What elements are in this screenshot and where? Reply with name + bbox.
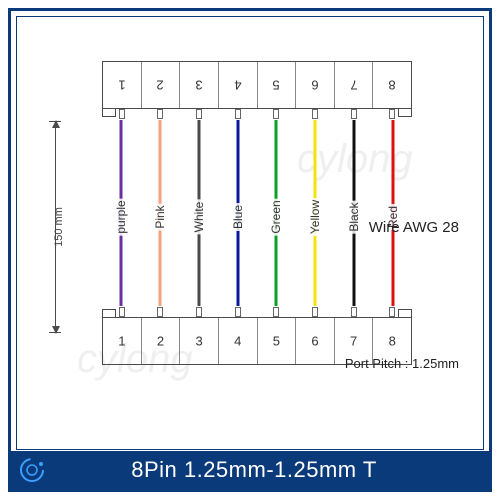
footer-title: 8Pin 1.25mm-1.25mm T [49, 457, 489, 483]
pin-slot: 6 [296, 62, 335, 108]
pin-contact [196, 109, 202, 119]
pin-slot: 1 [103, 62, 142, 108]
pin-contact [312, 307, 318, 317]
pin-number: 2 [157, 78, 164, 93]
port-pitch-label: Port Pitch : 1.25mm [345, 356, 459, 371]
wire: White [180, 120, 219, 306]
pin-slot: 2 [142, 318, 181, 364]
pin-contact [312, 109, 318, 119]
brand-logo-icon [15, 453, 49, 487]
pin-contact [235, 109, 241, 119]
wire: Blue [218, 120, 257, 306]
pin-slot: 7 [335, 62, 374, 108]
pin-slot: 1 [103, 318, 142, 364]
pin-contact [389, 109, 395, 119]
pin-contact [351, 307, 357, 317]
pin-number: 6 [311, 334, 318, 349]
pin-number: 1 [118, 334, 125, 349]
pin-number: 3 [195, 78, 202, 93]
wire-gauge-label: Wire AWG 28 [369, 219, 459, 236]
pin-number: 8 [389, 78, 396, 93]
pin-slot: 4 [219, 318, 258, 364]
pin-contact [157, 307, 163, 317]
pin-contact [119, 307, 125, 317]
wire: Yellow [296, 120, 335, 306]
pin-number: 5 [273, 78, 280, 93]
wire: Red [373, 120, 412, 306]
wire: purple [102, 120, 141, 306]
pin-slot: 3 [180, 318, 219, 364]
footer-bar: 8Pin 1.25mm-1.25mm T [11, 451, 489, 489]
pin-contact [235, 307, 241, 317]
wire-color-label: purple [114, 198, 128, 235]
pin-contact [351, 109, 357, 119]
pin-slot: 3 [180, 62, 219, 108]
wire: Black [335, 120, 374, 306]
pin-number: 4 [234, 78, 241, 93]
pin-number: 1 [118, 78, 125, 93]
wire: Green [257, 120, 296, 306]
pin-contact [273, 109, 279, 119]
wire-color-label: White [192, 199, 206, 234]
wire-color-label: Green [269, 198, 283, 235]
pin-number: 7 [350, 334, 357, 349]
pin-number: 2 [157, 334, 164, 349]
wire: Pink [141, 120, 180, 306]
pin-contact [157, 109, 163, 119]
diagram-area: 1 2 3 4 5 6 7 8 purple Pink White Blue Green Yellow B… [72, 39, 461, 393]
length-dimension: 150 mm [45, 121, 65, 333]
pin-contact [196, 307, 202, 317]
wire-color-label: Pink [153, 203, 167, 230]
pin-contact [389, 307, 395, 317]
pin-contact [273, 307, 279, 317]
wire-color-label: Blue [231, 203, 245, 231]
pin-slot: 2 [142, 62, 181, 108]
pin-slot: 8 [373, 62, 411, 108]
pin-number: 5 [273, 334, 280, 349]
pin-number: 6 [311, 78, 318, 93]
pin-slot: 6 [296, 318, 335, 364]
pin-number: 8 [389, 334, 396, 349]
diagram-frame: cylong cylong 150 mm 12345678 purplePink… [16, 16, 484, 450]
pin-number: 3 [195, 334, 202, 349]
pin-number: 4 [234, 334, 241, 349]
pin-slot: 5 [258, 62, 297, 108]
wire-color-label: Black [347, 200, 361, 233]
length-label: 150 mm [53, 207, 65, 247]
pin-contact [119, 109, 125, 119]
pin-number: 7 [350, 78, 357, 93]
wire-color-label: Yellow [308, 198, 322, 236]
pin-slot: 5 [258, 318, 297, 364]
wire-bundle: purple Pink White Blue Green Yellow Black Red [102, 120, 412, 306]
pin-slot: 4 [219, 62, 258, 108]
connector-top: 1 2 3 4 5 6 7 8 [102, 61, 412, 109]
